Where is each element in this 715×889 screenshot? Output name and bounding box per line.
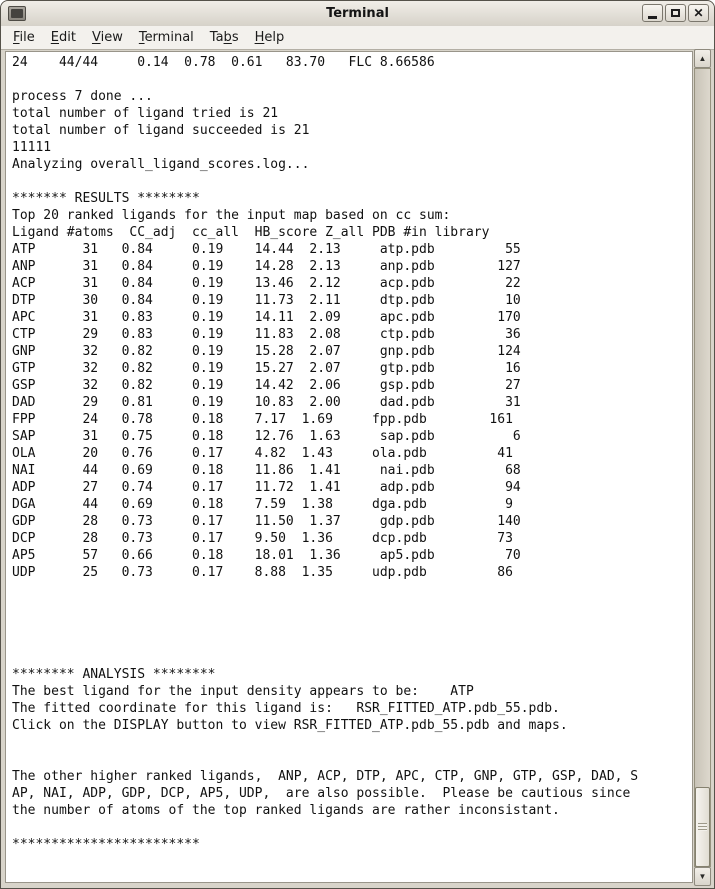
menu-help-label: Help: [254, 30, 285, 45]
maximize-button[interactable]: [665, 4, 686, 22]
minimize-button[interactable]: [642, 4, 663, 22]
down-arrow-icon: ▼: [698, 872, 707, 881]
menu-tabs[interactable]: Tabs: [202, 26, 247, 49]
scrollbar-trough[interactable]: [694, 68, 711, 867]
menu-edit[interactable]: Edit: [43, 26, 84, 49]
menubar: File Edit View Terminal Tabs Help: [1, 26, 714, 50]
terminal-icon-screen: [11, 9, 23, 18]
close-icon: ✕: [693, 6, 704, 20]
scrollbar-thumb[interactable]: [695, 787, 710, 867]
window-controls: ✕: [642, 4, 709, 22]
minimize-icon: [648, 16, 657, 19]
menu-help[interactable]: Help: [247, 26, 293, 49]
up-arrow-icon: ▲: [698, 54, 707, 63]
scroll-up-button[interactable]: ▲: [694, 49, 711, 68]
menu-file-label: File: [13, 30, 35, 45]
menu-terminal-label: Terminal: [138, 30, 194, 45]
menu-edit-label: Edit: [50, 30, 76, 45]
terminal-output[interactable]: 24 44/44 0.14 0.78 0.61 83.70 FLC 8.6658…: [12, 55, 639, 852]
menu-tabs-label: Tabs: [209, 30, 239, 45]
menu-view-label: View: [91, 30, 123, 45]
terminal-icon: [8, 6, 26, 21]
close-button[interactable]: ✕: [688, 4, 709, 22]
maximize-icon: [671, 9, 680, 17]
menu-view[interactable]: View: [84, 26, 131, 49]
titlebar[interactable]: Terminal ✕: [1, 1, 714, 27]
scroll-down-button[interactable]: ▼: [694, 867, 711, 886]
scrollbar: ▲ ▼: [694, 49, 711, 886]
menu-terminal[interactable]: Terminal: [131, 26, 202, 49]
terminal-screen[interactable]: 24 44/44 0.14 0.78 0.61 83.70 FLC 8.6658…: [5, 51, 693, 883]
window-title: Terminal: [326, 6, 389, 21]
menu-file[interactable]: File: [5, 26, 43, 49]
scrollbar-grip: [698, 823, 707, 831]
